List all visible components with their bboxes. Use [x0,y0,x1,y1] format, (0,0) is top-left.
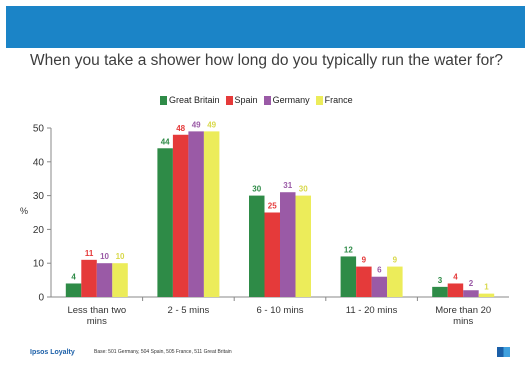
bar-great-britain [340,256,357,297]
bar-spain [356,266,372,297]
footer-brand: Ipsos Loyalty [30,349,75,356]
bar-germany [463,290,479,297]
legend-swatch-germany [263,95,271,105]
corner-logo-icon [497,347,510,357]
data-label: 9 [393,256,398,265]
legend-item-germany: Germany [263,95,310,105]
y-tick-label: 40 [33,157,45,168]
bar-germany [188,131,204,297]
bar-germany [96,263,113,297]
bar-spain [81,259,97,297]
data-label: 49 [207,120,216,129]
bar-spain [172,134,189,297]
data-label: 3 [438,276,443,285]
bar-france [478,293,495,297]
bar-france [112,263,128,297]
x-tick-label: mins [87,316,107,327]
data-label: 4 [453,272,458,281]
chart-legend: Great Britain Spain Germany France [160,94,359,106]
bar-france [387,266,403,297]
data-label: 2 [469,279,474,288]
legend-swatch-france [315,95,323,105]
y-axis-label: % [20,206,28,216]
data-label: 44 [161,137,170,146]
y-tick-label: 30 [33,191,45,202]
data-label: 48 [176,124,185,133]
legend-label-germany: Germany [272,95,310,105]
legend-item-great-britain: Great Britain [160,95,220,105]
data-label: 6 [377,266,382,275]
legend-swatch-great-britain [160,95,167,105]
legend-swatch-spain [225,95,233,105]
data-label: 4 [71,272,76,281]
bar-france [203,131,220,297]
x-tick-label: mins [453,316,473,327]
x-tick-label: More than 20 [435,305,491,316]
legend-label-great-britain: Great Britain [169,95,220,105]
bar-spain [447,283,464,297]
data-label: 10 [100,252,109,261]
footer-base-note: Base: 501 Germany, 504 Spain, 505 France… [94,349,232,355]
data-label: 12 [344,245,353,254]
legend-label-spain: Spain [234,95,258,105]
x-tick-label: 11 - 20 mins [346,305,398,316]
data-label: 11 [85,249,94,258]
y-tick-label: 50 [33,124,45,135]
y-tick-label: 0 [38,293,44,304]
y-tick-label: 10 [33,259,45,270]
bar-germany [371,276,388,297]
legend-item-france: France [315,95,353,105]
y-tick-label: 20 [33,225,45,236]
data-label: 1 [484,283,489,292]
data-label: 30 [252,185,261,194]
x-tick-label: 2 - 5 mins [168,305,210,316]
legend-item-spain: Spain [225,95,258,105]
bar-great-britain [65,283,82,297]
question-title: When you take a shower how long do you t… [30,52,504,69]
legend-label-france: France [324,95,353,105]
header-bar [6,6,525,48]
bar-germany [280,192,296,297]
data-label: 25 [268,202,277,211]
bar-great-britain [249,195,265,297]
data-label: 30 [299,185,308,194]
bar-france [295,195,311,297]
x-tick-label: Less than two [67,305,126,316]
bar-great-britain [157,148,173,297]
data-label: 9 [362,256,367,265]
x-tick-label: 6 - 10 mins [257,305,304,316]
data-label: 49 [192,120,201,129]
data-label: 10 [116,252,125,261]
bar-great-britain [432,286,448,297]
bar-spain [264,212,280,297]
data-label: 31 [283,181,292,190]
